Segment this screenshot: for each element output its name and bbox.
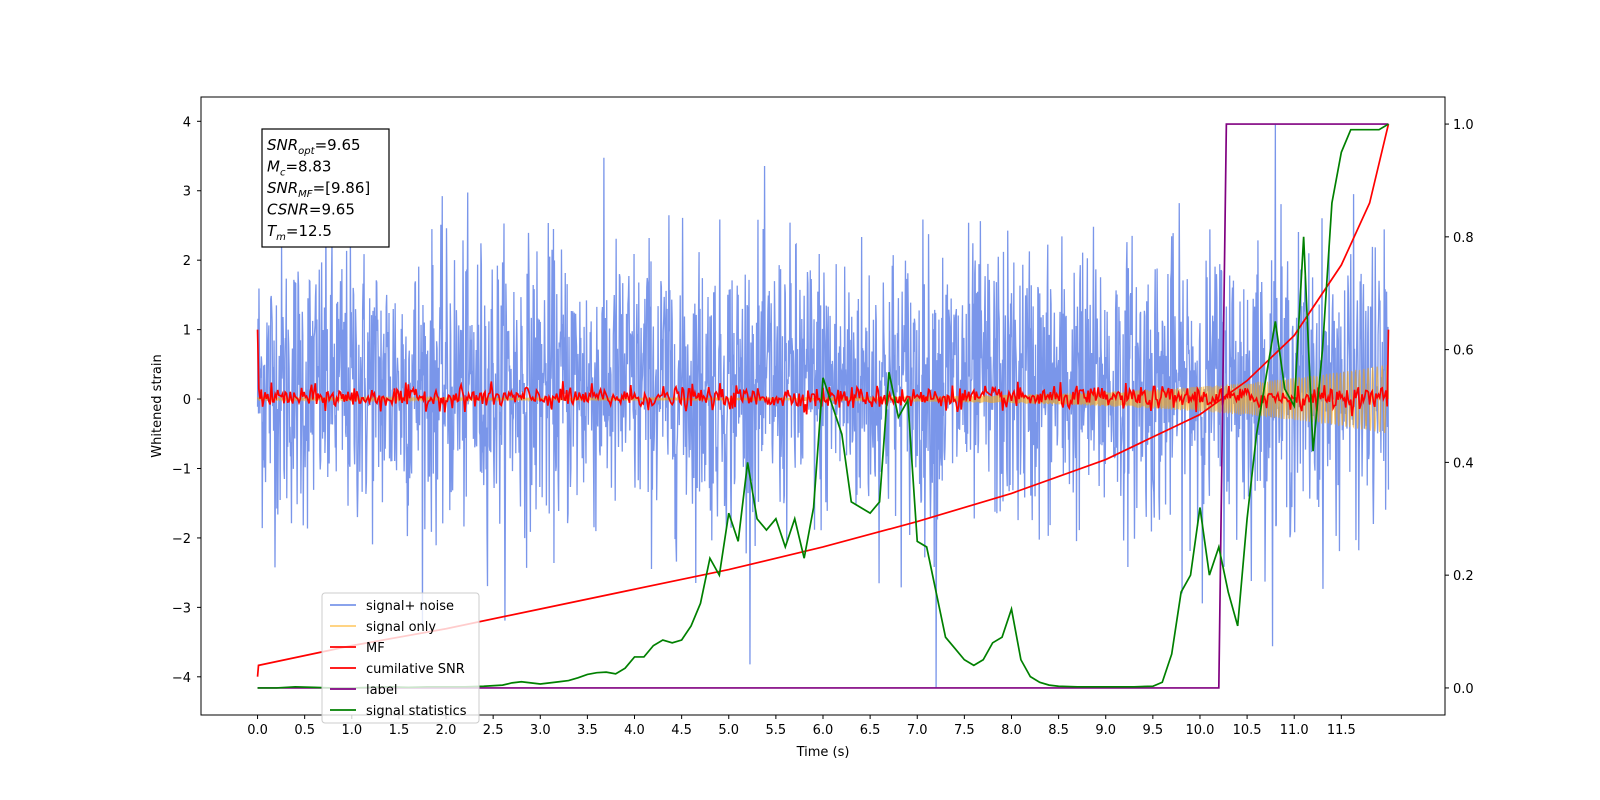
y-axis-label: Whitened strain: [150, 354, 165, 457]
y-tick-label: 0: [183, 393, 191, 408]
info-line: Tm=12.5: [267, 222, 332, 243]
legend-label: signal statistics: [366, 704, 467, 719]
x-tick-label: 8.5: [1048, 723, 1069, 738]
x-tick-label: 2.5: [483, 723, 504, 738]
x-tick-label: 9.5: [1143, 723, 1164, 738]
y2-tick-label: 1.0: [1453, 118, 1474, 133]
y-tick-label: −1: [172, 462, 191, 477]
legend-label: cumilative SNR: [366, 662, 465, 677]
info-line: Mc=8.83: [267, 158, 331, 179]
y-axis-right-ticks: 1.0 0.8 0.6 0.4 0.2 0.0: [1445, 118, 1474, 697]
legend-frame: [321, 592, 480, 724]
y-tick-label: 1: [183, 324, 191, 339]
x-tick-label: 6.5: [860, 723, 881, 738]
info-box-frame: [261, 128, 390, 248]
y-tick-label: 2: [183, 254, 191, 269]
info-subscript: m: [276, 232, 286, 243]
x-tick-label: 2.0: [436, 723, 457, 738]
legend-label: signal+ noise: [366, 599, 454, 614]
info-symbol: CSNR: [267, 201, 309, 219]
x-tick-label: 0.0: [247, 723, 268, 738]
legend-label: MF: [366, 641, 385, 656]
y-tick-label: −3: [172, 601, 191, 616]
y-axis-left-ticks: 4 3 2 1 0 −1 −2 −3 −4: [172, 115, 201, 686]
info-line: SNRopt=9.65: [267, 136, 361, 157]
info-value: =9.65: [309, 201, 355, 219]
info-subscript: MF: [298, 189, 313, 200]
x-tick-label: 7.0: [907, 723, 928, 738]
series-label-line: [257, 123, 1389, 689]
x-tick-label: 6.0: [813, 723, 834, 738]
y2-tick-label: 0.6: [1453, 344, 1474, 359]
x-tick-label: 9.0: [1095, 723, 1116, 738]
y2-tick-label: 0.2: [1453, 569, 1474, 584]
info-value: =8.83: [285, 158, 331, 176]
legend-label: signal only: [366, 620, 436, 635]
info-line: CSNR=9.65: [267, 201, 355, 219]
info-line: SNRMF=[9.86]: [267, 179, 370, 200]
x-tick-label: 5.5: [766, 723, 787, 738]
series-signal-noise-line: [256, 124, 1390, 688]
info-value: =[9.86]: [313, 179, 371, 197]
info-symbol: SNR: [267, 136, 298, 154]
y-tick-label: −2: [172, 532, 191, 547]
x-axis-ticks: 0.0 0.5 1.0 1.5 2.0 2.5 3.0 3.5 4.0 4.5 5.0 5.5 6.0 6…: [247, 715, 1356, 738]
legend-label: label: [366, 683, 397, 698]
x-tick-label: 1.5: [389, 723, 410, 738]
info-subscript: c: [280, 168, 286, 179]
x-tick-label: 8.0: [1001, 723, 1022, 738]
info-symbol: SNR: [267, 179, 298, 197]
x-axis-label: Time (s): [796, 745, 850, 760]
info-subscript: opt: [298, 146, 315, 157]
y2-tick-label: 0.0: [1453, 682, 1474, 697]
x-tick-label: 3.0: [530, 723, 551, 738]
x-tick-label: 5.0: [718, 723, 739, 738]
info-symbol: M: [267, 158, 280, 176]
info-box: SNRopt=9.65Mc=8.83SNRMF=[9.86]CSNR=9.65T…: [261, 128, 390, 248]
y2-tick-label: 0.4: [1453, 456, 1474, 471]
info-value: =9.65: [315, 136, 361, 154]
x-tick-label: 4.5: [671, 723, 692, 738]
y-tick-label: −4: [172, 671, 191, 686]
x-tick-label: 10.5: [1233, 723, 1262, 738]
info-value: =12.5: [286, 222, 332, 240]
x-tick-label: 11.0: [1280, 723, 1309, 738]
x-tick-label: 4.0: [624, 723, 645, 738]
y-tick-label: 3: [183, 185, 191, 200]
info-symbol: T: [267, 222, 278, 240]
series-signal-statistics-line: [257, 123, 1389, 689]
legend: signal+ noise signal only MF cumilative SNR…: [321, 592, 480, 724]
x-tick-label: 7.5: [954, 723, 975, 738]
x-tick-label: 1.0: [341, 723, 362, 738]
x-tick-label: 11.5: [1327, 723, 1356, 738]
x-tick-label: 3.5: [577, 723, 598, 738]
y2-tick-label: 0.8: [1453, 231, 1474, 246]
x-tick-label: 0.5: [294, 723, 315, 738]
y-tick-label: 4: [183, 115, 191, 130]
x-tick-label: 10.0: [1185, 723, 1214, 738]
